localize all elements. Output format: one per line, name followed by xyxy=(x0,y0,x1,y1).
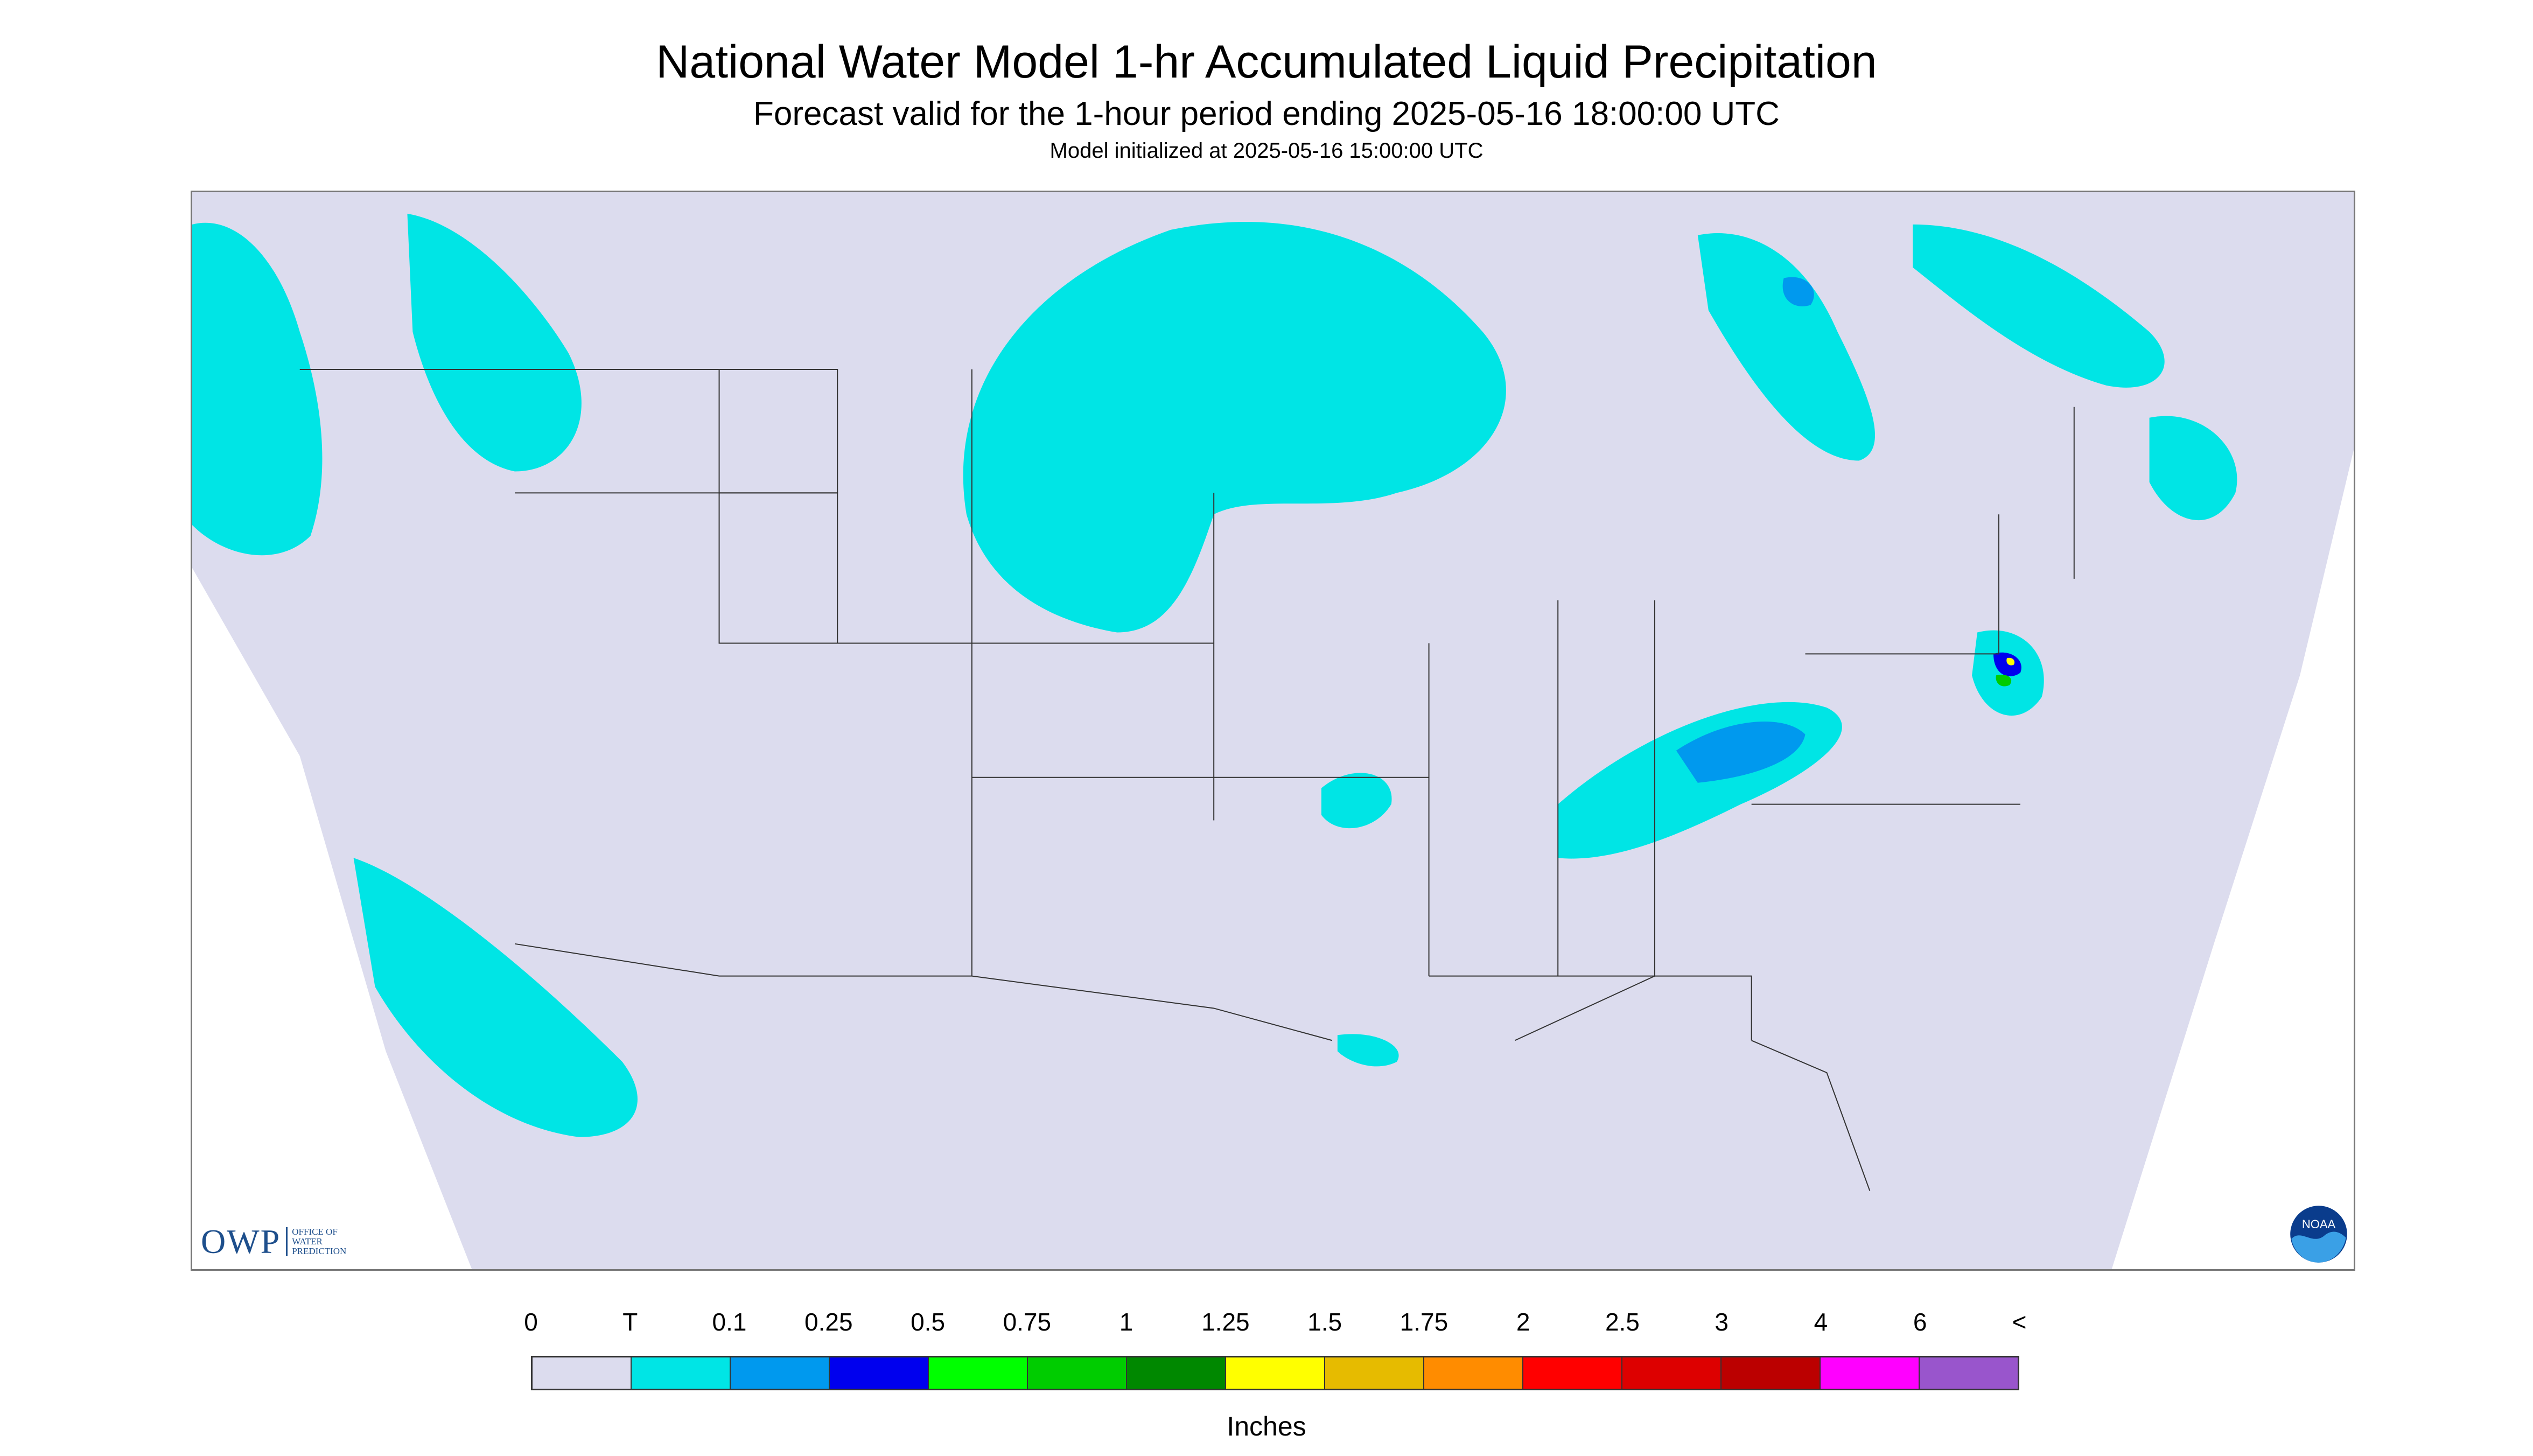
legend-tick-label: 2 xyxy=(1516,1308,1530,1336)
legend-swatch xyxy=(1622,1357,1722,1389)
owp-logo-letters: OWP xyxy=(201,1222,281,1261)
precip-heavy-nyc xyxy=(1993,652,2021,676)
legend-tick-label: 3 xyxy=(1715,1308,1729,1336)
legend-tick-label: 1 xyxy=(1119,1308,1133,1336)
legend-tick-label: 0.5 xyxy=(911,1308,946,1336)
legend-swatch xyxy=(1523,1357,1622,1389)
legend-labels: 0 T 0.1 0.25 0.5 0.75 1 1.25 1.5 1.75 2 2.5 3 4 6 < xyxy=(0,1307,2533,1345)
legend-tick-label: 4 xyxy=(1814,1308,1828,1336)
noaa-logo: NOAA xyxy=(2290,1206,2347,1263)
legend-tick-label: 6 xyxy=(1913,1308,1927,1336)
legend-tick-label: 1.25 xyxy=(1201,1308,1250,1336)
legend-swatch xyxy=(1920,1357,2018,1389)
legend-swatch xyxy=(929,1357,1028,1389)
legend-unit-label: Inches xyxy=(1227,1411,1306,1441)
precip-pacific-northwest xyxy=(192,222,323,556)
map-subtitle: Forecast valid for the 1-hour period end… xyxy=(753,95,1780,132)
legend-swatch xyxy=(1325,1357,1424,1389)
legend-swatch xyxy=(1226,1357,1325,1389)
precip-new-england xyxy=(2149,416,2237,521)
legend-swatch xyxy=(1028,1357,1127,1389)
precip-yellow-nyc xyxy=(2006,657,2015,666)
owp-logo-line: WATER xyxy=(292,1236,323,1247)
owp-logo-subtitle: OFFICE OF WATER PREDICTION xyxy=(286,1227,346,1256)
precip-northern-rockies xyxy=(407,213,582,472)
legend-swatch xyxy=(533,1357,632,1389)
precip-gulf-coast xyxy=(1337,1034,1399,1067)
precip-eastern-canada xyxy=(1913,224,2165,388)
precip-light-ohio-valley xyxy=(1676,722,1806,783)
legend-swatch xyxy=(731,1357,830,1389)
precip-light-quebec xyxy=(1782,277,1814,306)
legend-swatch xyxy=(632,1357,731,1389)
legend-swatch xyxy=(830,1357,929,1389)
legend-swatch xyxy=(1821,1357,1920,1389)
owp-logo-line: PREDICTION xyxy=(292,1246,347,1256)
legend-tick-label: 0.25 xyxy=(804,1308,853,1336)
owp-logo-line: OFFICE OF xyxy=(292,1227,338,1237)
legend-swatch xyxy=(1424,1357,1523,1389)
model-init-time: Model initialized at 2025-05-16 15:00:00… xyxy=(1049,139,1484,163)
precip-ozarks xyxy=(1321,773,1392,829)
legend-tick-label: < xyxy=(2012,1308,2027,1336)
legend-tick-label: T xyxy=(622,1308,638,1336)
legend-tick-label: 1.5 xyxy=(1307,1308,1342,1336)
precip-southern-california-pacific xyxy=(353,858,638,1137)
precip-green-nyc xyxy=(1996,675,2012,687)
model-domain xyxy=(192,192,2354,1269)
legend-swatch xyxy=(1127,1357,1226,1389)
map-canvas xyxy=(192,192,2354,1269)
precip-northern-plains-low xyxy=(963,222,1506,633)
owp-logo: OWP OFFICE OF WATER PREDICTION xyxy=(201,1222,346,1262)
legend-tick-label: 1.75 xyxy=(1400,1308,1449,1336)
state-borders xyxy=(299,369,2075,1191)
noaa-logo-text: NOAA xyxy=(2302,1217,2336,1231)
legend-tick-label: 2.5 xyxy=(1605,1308,1640,1336)
legend-tick-label: 0.75 xyxy=(1003,1308,1052,1336)
legend-tick-label: 0.1 xyxy=(712,1308,747,1336)
precipitation-areas xyxy=(192,213,2237,1137)
legend-swatch xyxy=(1722,1357,1821,1389)
map-title: National Water Model 1-hr Accumulated Li… xyxy=(656,36,1877,88)
legend-tick-label: 0 xyxy=(524,1308,538,1336)
precipitation-map: OWP OFFICE OF WATER PREDICTION NOAA xyxy=(191,191,2355,1271)
precip-color-legend xyxy=(531,1356,2019,1390)
precip-quebec xyxy=(1697,233,1876,461)
